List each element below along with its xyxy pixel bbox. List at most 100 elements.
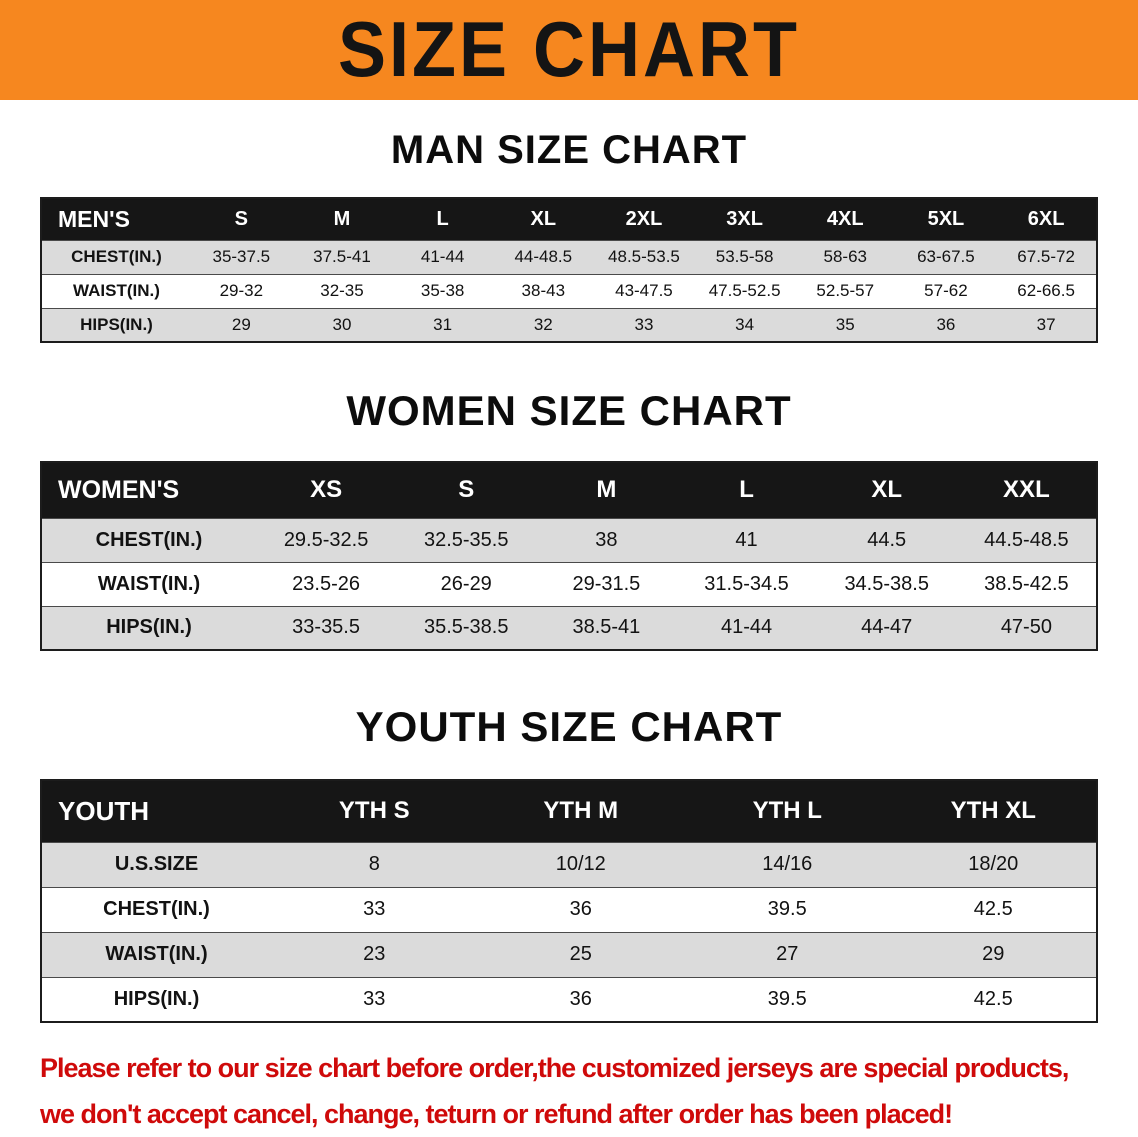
measurement-row: WAIST(IN.) 23.5-26 26-29 29-31.5 31.5-34.5 34…: [41, 561, 1097, 606]
size-value: 35: [794, 307, 896, 342]
table-header-row: WOMEN'S XS S M L XL XXL: [41, 462, 1097, 518]
size-column-header: YTH M: [477, 780, 684, 842]
size-value: 8: [271, 841, 478, 887]
measurement-label: WAIST(IN.): [41, 931, 271, 977]
size-value: 31: [392, 307, 493, 342]
men-size-table: MEN'S S M L XL 2XL 3XL 4XL 5XL 6XL CHEST(IN.) 35-37…: [0, 197, 1138, 343]
measurement-row: WAIST(IN.) 29-32 32-35 35-38 38-43 43-47.5 47.…: [41, 273, 1097, 308]
measurement-label: CHEST(IN.): [41, 239, 191, 274]
table-title-cell: MEN'S: [41, 198, 191, 240]
measurement-label: HIPS(IN.): [41, 605, 256, 650]
measurement-label: HIPS(IN.): [41, 976, 271, 1022]
size-value: 39.5: [684, 976, 891, 1022]
size-value: 37.5-41: [291, 239, 393, 274]
size-value: 29-31.5: [536, 561, 677, 606]
size-value: 36: [477, 976, 684, 1022]
table-header-row: MEN'S S M L XL 2XL 3XL 4XL 5XL 6XL: [41, 198, 1097, 240]
men-section-heading: MAN SIZE CHART: [390, 128, 748, 172]
size-value: 34.5-38.5: [816, 561, 957, 606]
measurement-row: CHEST(IN.) 29.5-32.5 32.5-35.5 38 41 44.5 44.5…: [41, 517, 1097, 562]
size-value: 18/20: [890, 841, 1097, 887]
size-column-header: M: [536, 462, 677, 518]
size-column-header: YTH S: [271, 780, 478, 842]
size-column-header: L: [676, 462, 817, 518]
size-value: 41-44: [676, 605, 817, 650]
size-column-header: 5XL: [895, 198, 997, 240]
size-value: 23: [271, 931, 478, 977]
size-value: 41: [676, 517, 817, 562]
measurement-label: CHEST(IN.): [41, 886, 271, 932]
size-value: 44.5: [816, 517, 957, 562]
size-column-header: XL: [816, 462, 957, 518]
size-value: 58-63: [794, 239, 896, 274]
size-value: 63-67.5: [895, 239, 997, 274]
measurement-row: CHEST(IN.) 33 36 39.5 42.5: [41, 886, 1097, 932]
table-header-row: YOUTH YTH S YTH M YTH L YTH XL: [41, 780, 1097, 842]
size-value: 38-43: [492, 273, 594, 308]
women-section-heading: WOMEN SIZE CHART: [346, 387, 792, 434]
size-value: 44-48.5: [492, 239, 594, 274]
size-column-header: M: [291, 198, 393, 240]
disclaimer-line-2: we don't accept cancel, change, teturn o…: [40, 1099, 953, 1129]
size-value: 33-35.5: [256, 605, 397, 650]
measurement-row: CHEST(IN.) 35-37.5 37.5-41 41-44 44-48.5 48.5…: [41, 239, 1097, 274]
size-column-header: S: [191, 198, 292, 240]
size-value: 32-35: [291, 273, 393, 308]
youth-size-table-grid: YOUTH YTH S YTH M YTH L YTH XL U.S.SIZE 8 10/12…: [40, 779, 1098, 1023]
size-value: 53.5-58: [694, 239, 795, 274]
size-value: 34: [694, 307, 795, 342]
size-value: 57-62: [895, 273, 997, 308]
size-value: 36: [477, 886, 684, 932]
size-column-header: 3XL: [694, 198, 795, 240]
banner: SIZE CHART: [0, 0, 1138, 100]
size-value: 48.5-53.5: [593, 239, 695, 274]
size-column-header: XXL: [956, 462, 1097, 518]
size-value: 25: [477, 931, 684, 977]
size-value: 29: [890, 931, 1097, 977]
measurement-row: HIPS(IN.) 33 36 39.5 42.5: [41, 976, 1097, 1022]
size-column-header: XS: [256, 462, 397, 518]
size-column-header: YTH XL: [890, 780, 1097, 842]
size-value: 33: [271, 976, 478, 1022]
measurement-label: HIPS(IN.): [41, 307, 191, 342]
size-value: 41-44: [392, 239, 493, 274]
disclaimer-line-1: Please refer to our size chart before or…: [40, 1053, 1069, 1083]
size-value: 10/12: [477, 841, 684, 887]
size-value: 62-66.5: [996, 273, 1097, 308]
men-section: MAN SIZE CHART MEN'S S M L XL 2XL 3XL 4XL 5XL 6XL…: [0, 128, 1138, 343]
size-column-header: 6XL: [996, 198, 1097, 240]
size-value: 30: [291, 307, 393, 342]
size-value: 39.5: [684, 886, 891, 932]
size-value: 23.5-26: [256, 561, 397, 606]
size-value: 38.5-41: [536, 605, 677, 650]
size-value: 43-47.5: [593, 273, 695, 308]
measurement-row: HIPS(IN.) 33-35.5 35.5-38.5 38.5-41 41-44 44-…: [41, 605, 1097, 650]
size-value: 31.5-34.5: [676, 561, 817, 606]
size-value: 37: [996, 307, 1097, 342]
size-value: 33: [593, 307, 695, 342]
size-value: 36: [895, 307, 997, 342]
measurement-label: WAIST(IN.): [41, 273, 191, 308]
size-value: 44.5-48.5: [956, 517, 1097, 562]
size-value: 67.5-72: [996, 239, 1097, 274]
size-value: 14/16: [684, 841, 891, 887]
size-value: 29-32: [191, 273, 292, 308]
women-size-table: WOMEN'S XS S M L XL XXL CHEST(IN.) 29.5-32.5 32.5…: [0, 461, 1138, 651]
size-value: 33: [271, 886, 478, 932]
size-value: 32.5-35.5: [396, 517, 537, 562]
measurement-row: HIPS(IN.) 29 30 31 32 33 34 35 36 37: [41, 307, 1097, 342]
size-value: 35-38: [392, 273, 493, 308]
page-title: SIZE CHART: [338, 6, 800, 94]
table-title-cell: YOUTH: [41, 780, 271, 842]
size-value: 27: [684, 931, 891, 977]
measurement-label: WAIST(IN.): [41, 561, 256, 606]
measurement-label: U.S.SIZE: [41, 841, 271, 887]
size-value: 29: [191, 307, 292, 342]
size-column-header: YTH L: [684, 780, 891, 842]
men-size-table-grid: MEN'S S M L XL 2XL 3XL 4XL 5XL 6XL CHEST(IN.) 35-37…: [40, 197, 1098, 343]
size-value: 26-29: [396, 561, 537, 606]
size-value: 35.5-38.5: [396, 605, 537, 650]
size-column-header: L: [392, 198, 493, 240]
size-column-header: 4XL: [794, 198, 896, 240]
size-value: 42.5: [890, 886, 1097, 932]
